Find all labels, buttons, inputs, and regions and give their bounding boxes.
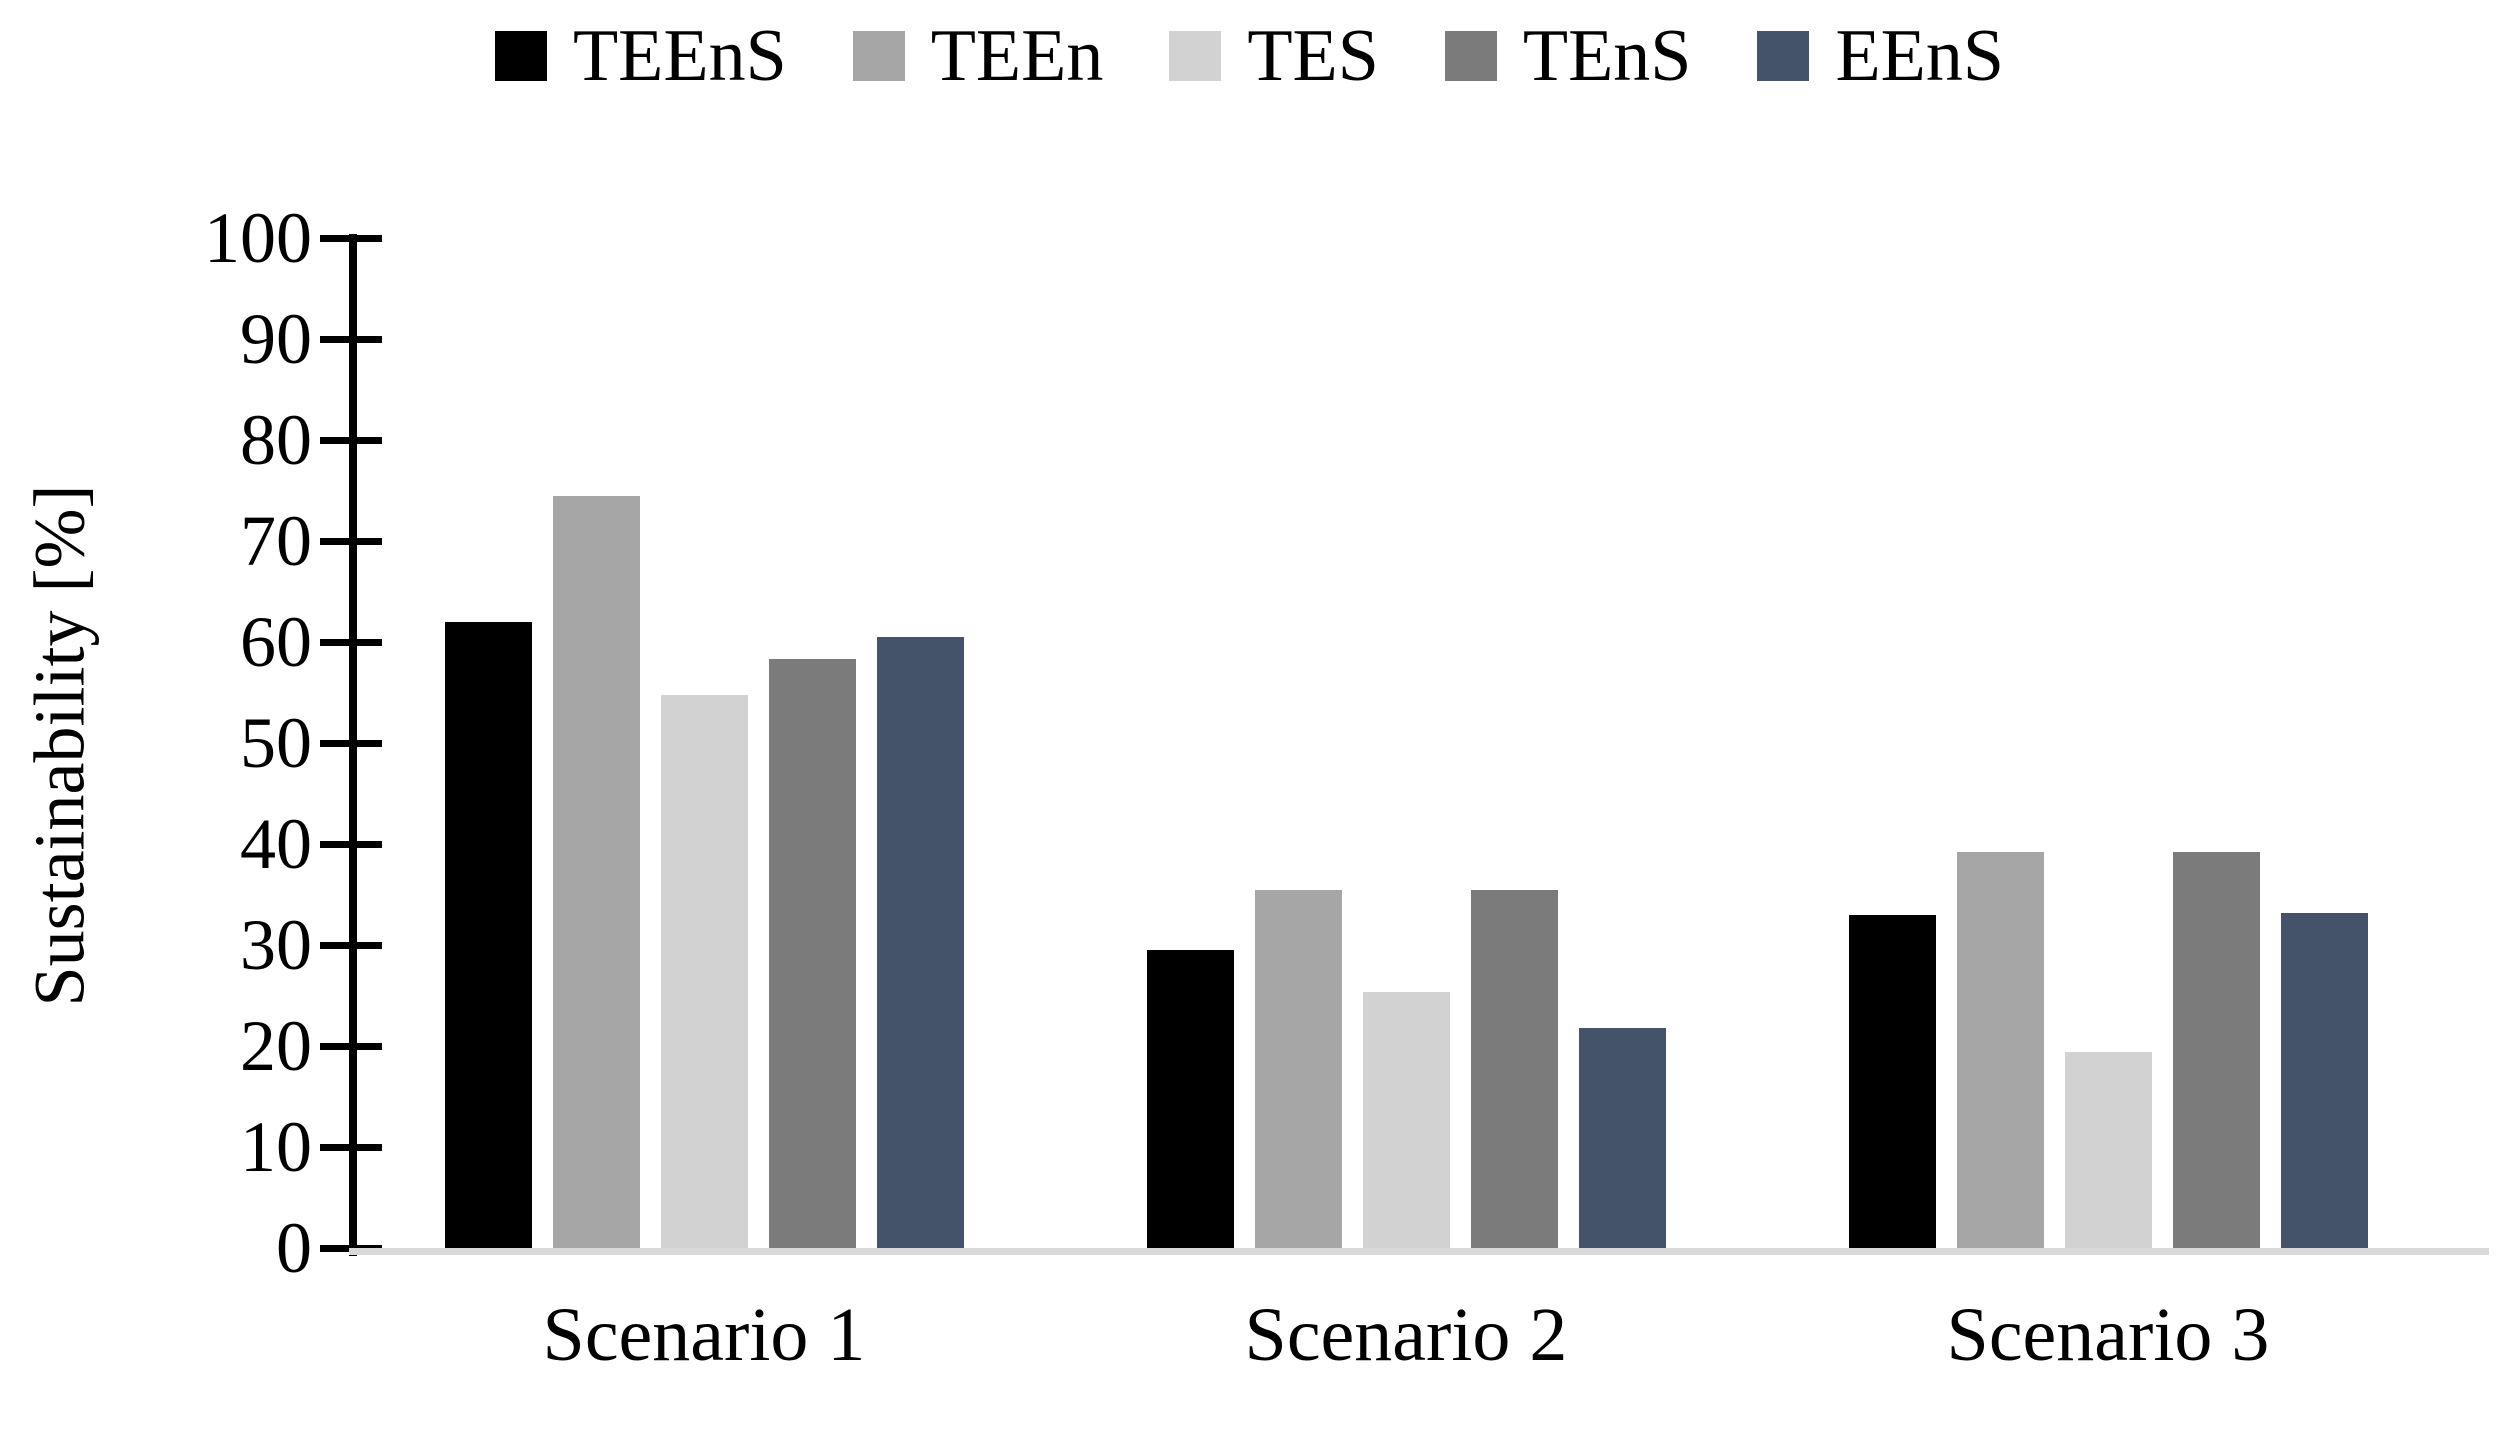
x-label-scenario-1: Scenario 1 [542,1293,866,1377]
bar-tens-scenario-2 [1470,890,1558,1248]
bar-tes-scenario-3 [2064,1052,2152,1248]
bar-tens-scenario-1 [768,659,856,1248]
bar-eens-scenario-2 [1578,1027,1666,1248]
legend-swatch-tes [1169,31,1222,81]
bar-group-scenario-2 [1055,238,1757,1248]
legend-item-eens: EEnS [1757,19,2004,93]
y-tick-40 [320,841,382,848]
bar-teens-scenario-2 [1146,950,1234,1248]
bar-teen-scenario-3 [1956,852,2044,1248]
x-axis-baseline [349,1248,2489,1255]
y-axis-title-text: Sustainability [%] [19,484,100,1006]
y-tick-label-80: 80 [240,400,312,480]
x-axis-labels: Scenario 1 Scenario 2 Scenario 3 [353,1297,2459,1373]
bar-teen-scenario-2 [1254,890,1342,1248]
y-tick-label-100: 100 [204,198,312,278]
legend-item-tes: TES [1169,19,1379,93]
legend-label-teens: TEEnS [572,15,787,97]
bar-tens-scenario-3 [2172,852,2260,1248]
y-tick-label-40: 40 [240,804,312,884]
legend-label-tens: TEnS [1522,15,1692,97]
legend-swatch-teens [494,31,547,81]
bar-tes-scenario-2 [1362,992,1450,1248]
y-tick-70 [320,538,382,545]
legend-swatch-tens [1444,31,1497,81]
y-tick-10 [320,1144,382,1151]
legend-item-tens: TEnS [1444,15,1692,97]
legend-label-teen: TEEn [930,15,1104,97]
y-tick-label-70: 70 [240,501,312,581]
y-axis-title: Sustainability [%] [0,238,120,1252]
legend-label-eens: EEnS [1835,15,2005,97]
y-tick-100 [320,235,382,242]
y-tick-label-20: 20 [240,1006,312,1086]
legend-swatch-teen [852,31,905,81]
y-tick-label-0: 0 [276,1208,312,1288]
chart-legend: TEEnS TEEn TES TEnS EEnS [0,10,2499,102]
y-tick-label-10: 10 [240,1107,312,1187]
legend-item-teens: TEEnS [494,15,787,97]
x-label-scenario-3: Scenario 3 [1946,1293,2270,1377]
plot-area [320,234,2489,1256]
bar-groups [353,238,2459,1248]
y-tick-20 [320,1043,382,1050]
bar-eens-scenario-1 [876,636,964,1248]
y-tick-30 [320,942,382,949]
y-tick-50 [320,740,382,747]
bar-teens-scenario-1 [444,621,532,1248]
y-tick-60 [320,639,382,646]
y-tick-label-90: 90 [240,299,312,379]
legend-item-teen: TEEn [852,15,1104,97]
y-tick-80 [320,437,382,444]
y-tick-label-30: 30 [240,905,312,985]
legend-label-tes: TES [1247,15,1379,97]
y-tick-90 [320,336,382,343]
bar-group-scenario-1 [353,238,1055,1248]
bar-group-scenario-3 [1757,238,2459,1248]
bar-teen-scenario-1 [552,495,640,1248]
bar-tes-scenario-1 [660,694,748,1248]
bar-eens-scenario-3 [2280,912,2368,1248]
y-tick-label-50: 50 [240,703,312,783]
x-label-scenario-2: Scenario 2 [1244,1293,1568,1377]
legend-swatch-eens [1757,31,1810,81]
y-tick-label-60: 60 [240,602,312,682]
bar-teens-scenario-3 [1848,914,1936,1248]
